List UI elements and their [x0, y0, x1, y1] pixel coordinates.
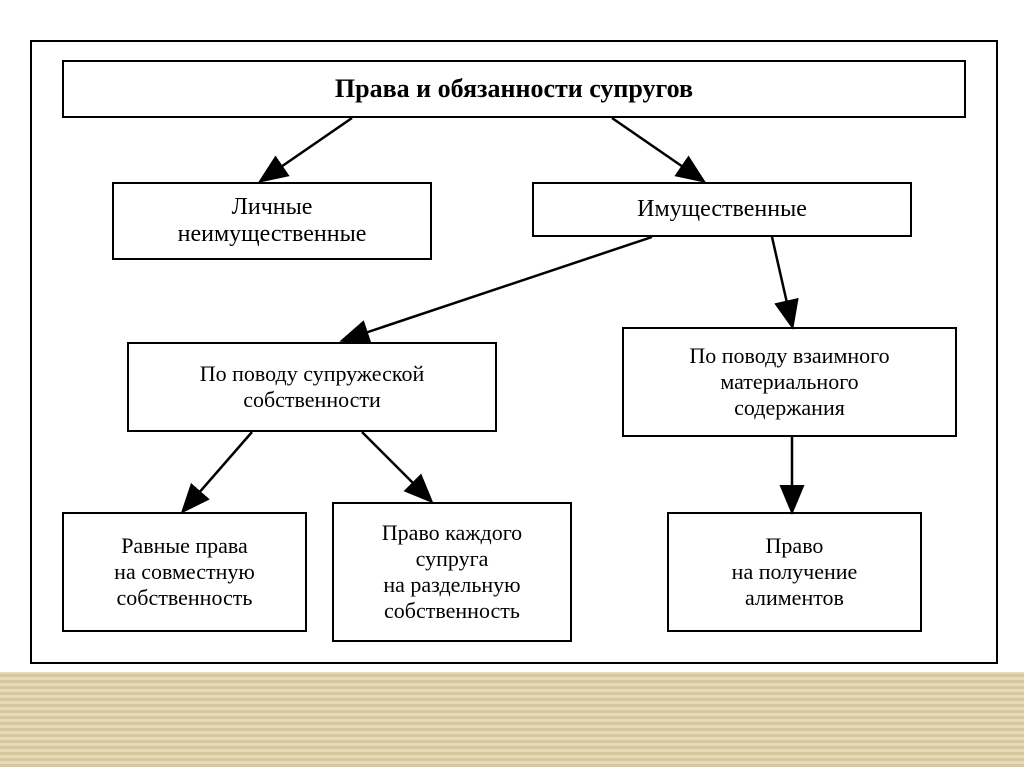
node-spousal-property-label: По поводу супружеской собственности	[200, 361, 424, 413]
node-alimony: Право на получение алиментов	[667, 512, 922, 632]
node-separate-property: Право каждого супруга на раздельную собс…	[332, 502, 572, 642]
node-personal: Личные неимущественные	[112, 182, 432, 260]
edge-root-personal	[262, 118, 352, 180]
diagram-container: Права и обязанности супругов Личные неим…	[30, 40, 998, 664]
footer-texture	[0, 672, 1024, 767]
node-equal-rights-label: Равные права на совместную собственность	[114, 533, 255, 611]
node-separate-property-label: Право каждого супруга на раздельную собс…	[382, 520, 522, 624]
node-spousal-property: По поводу супружеской собственности	[127, 342, 497, 432]
node-property: Имущественные	[532, 182, 912, 237]
node-root: Права и обязанности супругов	[62, 60, 966, 118]
node-root-label: Права и обязанности супругов	[335, 74, 693, 104]
node-mutual-support-label: По поводу взаимного материального содерж…	[689, 343, 889, 421]
edge-property-mutual	[772, 237, 792, 325]
node-mutual-support: По поводу взаимного материального содерж…	[622, 327, 957, 437]
node-property-label: Имущественные	[637, 196, 807, 223]
edge-spousal-separate	[362, 432, 430, 500]
edge-root-property	[612, 118, 702, 180]
edge-spousal-equal	[184, 432, 252, 510]
node-equal-rights: Равные права на совместную собственность	[62, 512, 307, 632]
node-personal-label: Личные неимущественные	[178, 194, 367, 248]
node-alimony-label: Право на получение алиментов	[732, 533, 858, 611]
